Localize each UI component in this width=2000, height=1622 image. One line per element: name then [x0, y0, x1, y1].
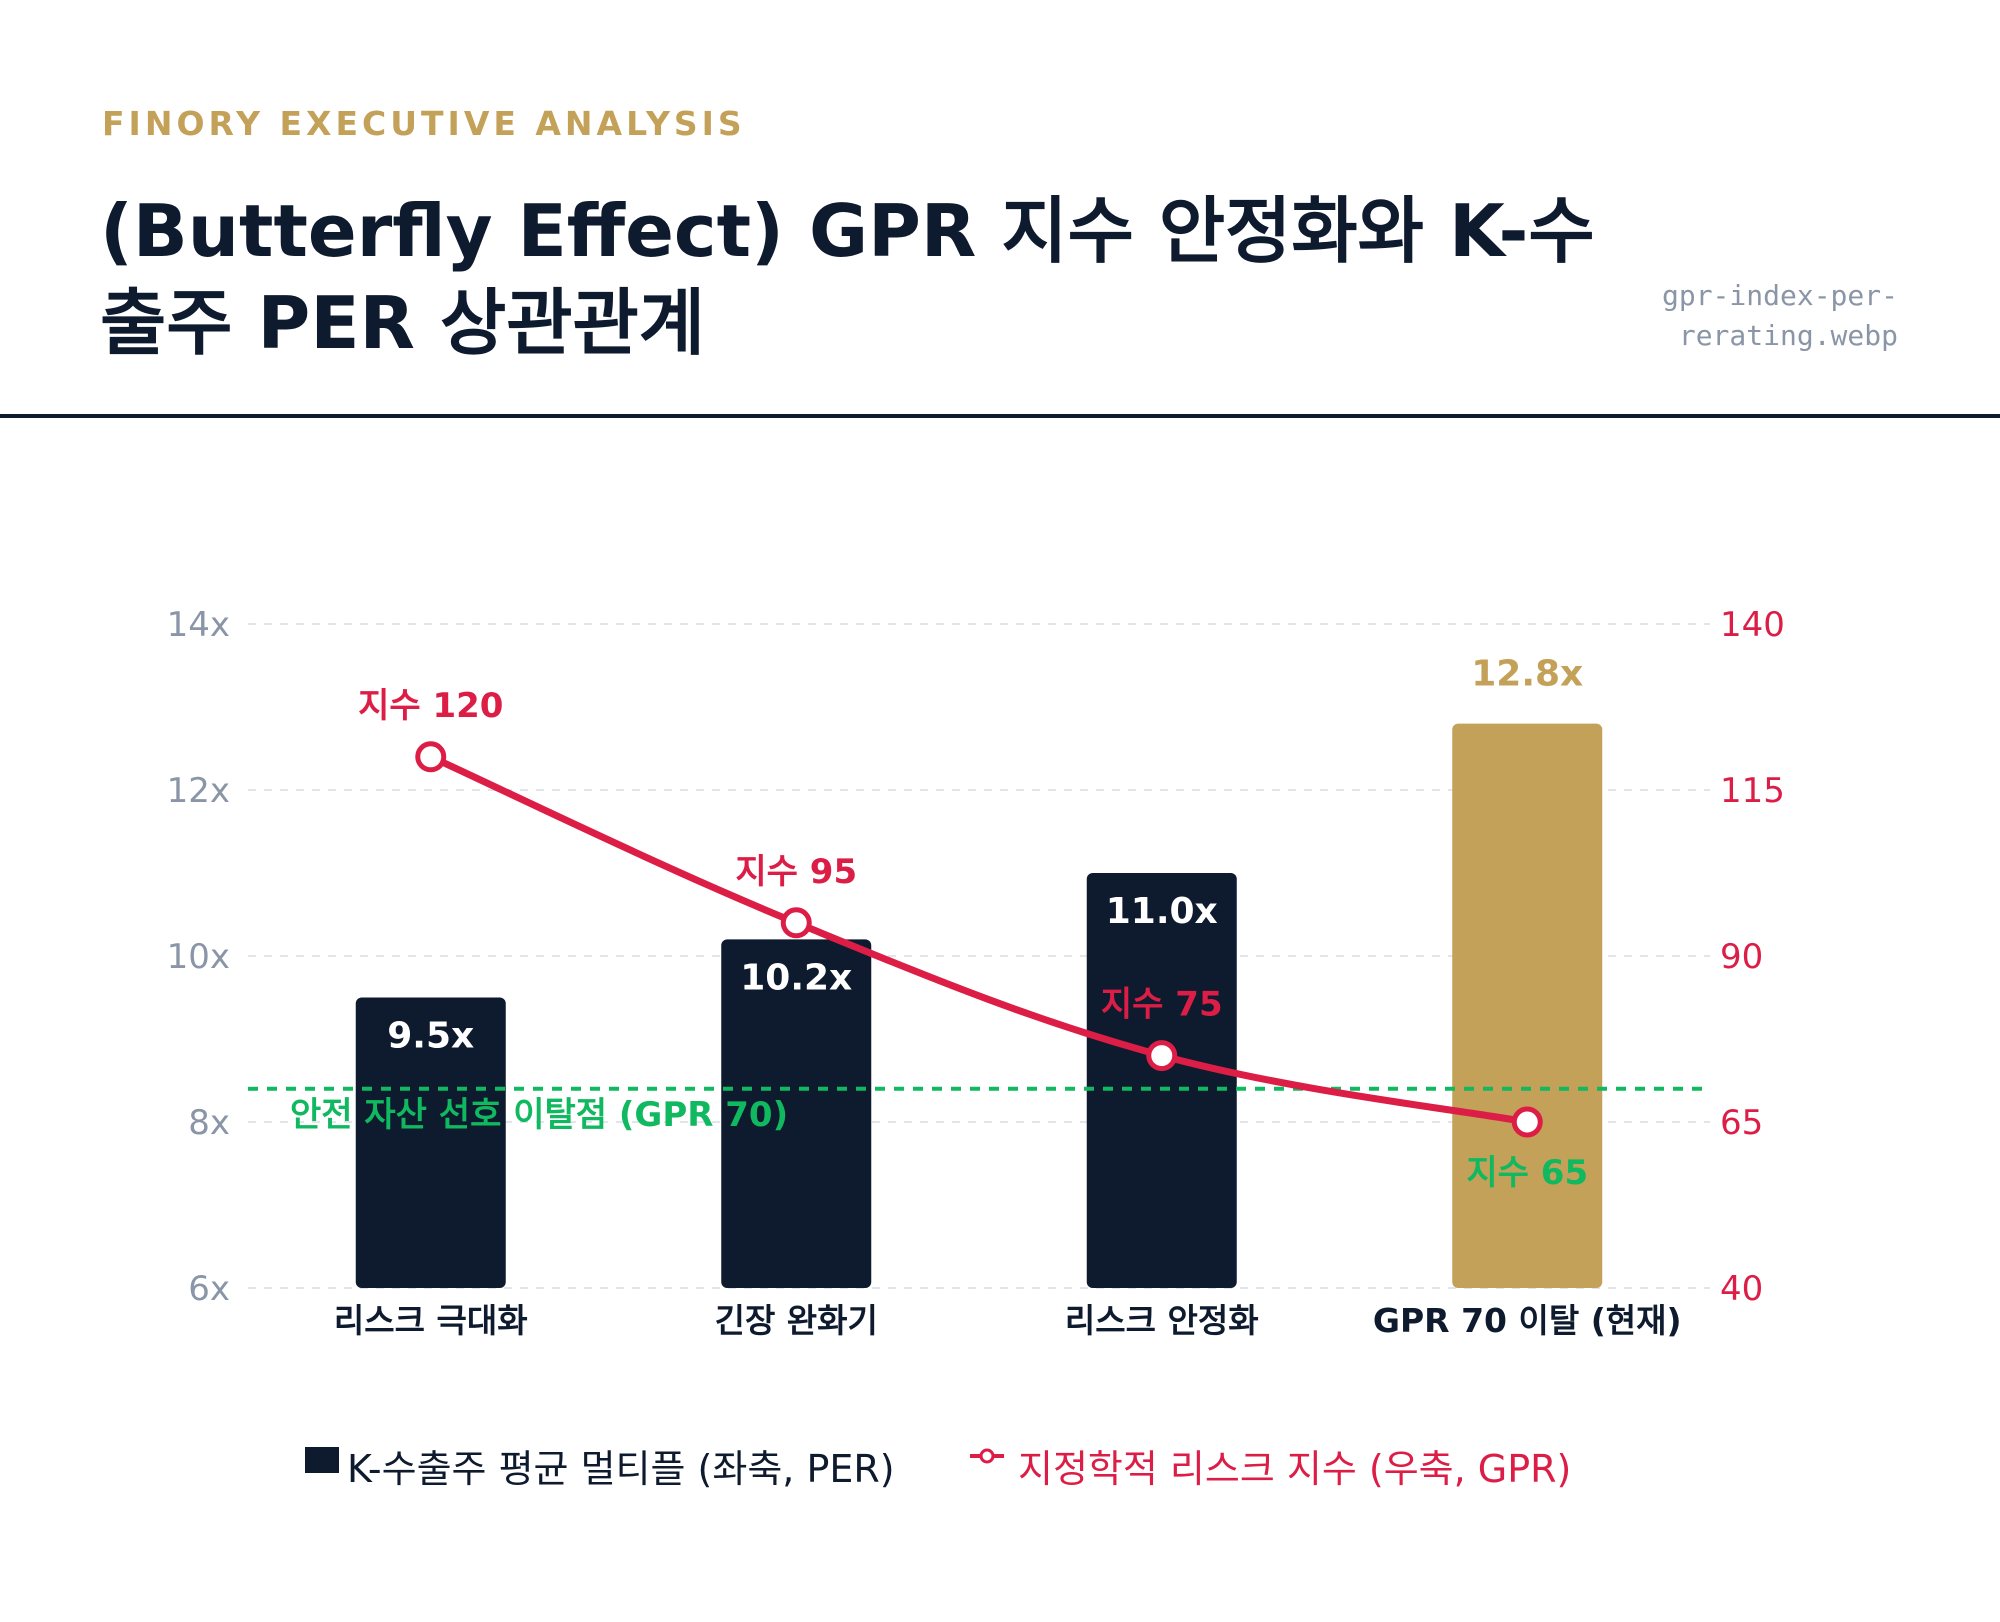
gpr-series-line	[427, 753, 1531, 1126]
bar-value-label: 9.5x	[387, 1016, 474, 1057]
y-right-tick-label: 140	[1720, 605, 1785, 645]
filename-label: gpr-index-per- rerating.webp	[1558, 276, 1898, 356]
gpr-point-label: 지수 95	[735, 852, 857, 892]
x-category-label: 리스크 극대화	[334, 1301, 528, 1340]
y-right-tick-label: 90	[1720, 937, 1763, 977]
y-right-tick-label: 115	[1720, 771, 1785, 811]
bar	[1452, 723, 1603, 1288]
bar	[355, 997, 506, 1288]
x-category-label: GPR 70 이탈 (현재)	[1373, 1301, 1682, 1340]
chart-title: (Butterfly Effect) GPR 지수 안정화와 K-수 출주 PE…	[100, 185, 1600, 369]
reference-line-label: 안전 자산 선호 이탈점 (GPR 70)	[290, 1095, 788, 1135]
chart-title-line-2: 출주 PER 상관관계	[100, 281, 705, 365]
bar-value-label: 11.0x	[1106, 891, 1218, 932]
gpr-point-label: 지수 120	[358, 686, 503, 726]
header-divider	[0, 414, 2000, 418]
gpr-point	[415, 741, 447, 773]
x-category-label: 긴장 완화기	[715, 1301, 878, 1340]
bar-value-label: 12.8x	[1471, 654, 1583, 695]
y-left-tick-label: 12x	[167, 771, 230, 811]
y-left-tick-label: 14x	[167, 605, 230, 645]
chart-title-line-1: (Butterfly Effect) GPR 지수 안정화와 K-수	[100, 189, 1595, 273]
y-left-tick-label: 8x	[188, 1103, 230, 1143]
legend-line-swatch	[970, 1448, 1004, 1464]
gpr-point	[780, 907, 812, 939]
legend-label-gpr: 지정학적 리스크 지수 (우축, GPR)	[1018, 1446, 1572, 1491]
bar	[1086, 873, 1237, 1288]
y-left-tick-label: 10x	[167, 937, 230, 977]
legend-item-per: K-수출주 평균 멀티플 (좌축, PER)	[305, 1435, 895, 1495]
y-left-tick-label: 6x	[188, 1269, 230, 1309]
y-right-tick-label: 65	[1720, 1103, 1763, 1143]
filename-line-1: gpr-index-per-	[1661, 279, 1898, 312]
gpr-point-label: 지수 65	[1466, 1153, 1588, 1193]
legend-label-per: K-수출주 평균 멀티플 (좌축, PER)	[347, 1446, 895, 1491]
chart-legend: K-수출주 평균 멀티플 (좌축, PER) 지정학적 리스크 지수 (우축, …	[0, 1435, 2000, 1495]
bar	[721, 939, 872, 1288]
bar-value-label: 10.2x	[740, 957, 852, 998]
gpr-point	[1511, 1106, 1543, 1138]
y-right-tick-label: 40	[1720, 1269, 1763, 1309]
legend-item-gpr: 지정학적 리스크 지수 (우축, GPR)	[970, 1435, 1571, 1495]
filename-line-2: rerating.webp	[1678, 319, 1898, 352]
eyebrow-label: FINORY EXECUTIVE ANALYSIS	[102, 104, 746, 143]
legend-bar-swatch	[305, 1447, 339, 1473]
gpr-point	[1146, 1040, 1178, 1072]
gpr-point-label: 지수 75	[1101, 985, 1223, 1025]
x-category-label: 리스크 안정화	[1065, 1301, 1259, 1340]
